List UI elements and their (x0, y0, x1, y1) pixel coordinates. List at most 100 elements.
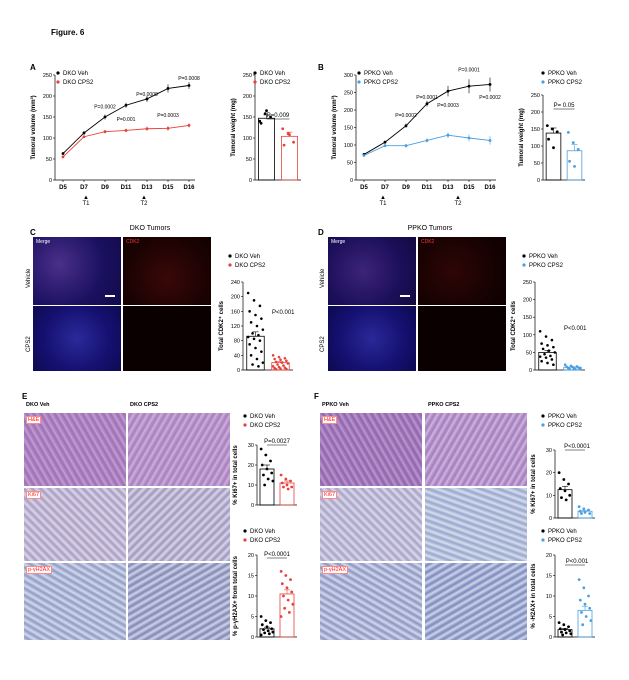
chart-c-cdk2-data-point (249, 321, 253, 324)
panel-e-veh-he-image: H&E (24, 413, 126, 486)
panel-f-col-veh: PPKO Veh (322, 402, 349, 408)
chart-a-weight-data-point (292, 140, 295, 144)
chart-b-volume-x-tick-label: D5 (360, 185, 368, 191)
panel-d-vehicle-cdk2-image: CDK2 (418, 237, 506, 305)
chart-c-cdk2-data-point (285, 367, 288, 371)
chart-c-cdk2-legend-label: DKO CPS2 (235, 263, 266, 269)
chart-c-cdk2-y-axis-label: Total CDK2⁺ cells (218, 300, 225, 351)
chart-a-volume-point (145, 127, 149, 131)
chart-f-h2ax-data-point (564, 631, 568, 635)
chart-b-weight-data-point (576, 148, 580, 151)
panel-e-col-veh: DKO Veh (26, 402, 50, 408)
chart-e-h2ax-data-point (266, 629, 270, 633)
chart-c-cdk2-y-tick-label: 240 (231, 280, 240, 286)
panel-f-veh-h2ax-image: p-γH2AX (320, 563, 422, 640)
chart-c-cdk2-data-point (251, 332, 254, 335)
chart-a-volume-x-tick-label: D15 (162, 185, 174, 191)
chart-f-ki67-data-point (560, 496, 563, 499)
chart-f-h2ax-y-tick-label: 15 (546, 574, 552, 580)
chart-c-cdk2-data-point (251, 363, 254, 366)
panel-letter-d: D (318, 228, 324, 237)
panel-e-cps2-ki67-image (128, 488, 230, 561)
chart-a-volume-x-tick-label: D13 (141, 185, 153, 191)
chart-b-weight-legend-marker (541, 71, 545, 75)
chart-c-cdk2-legend-marker (228, 263, 232, 267)
chart-a-weight-legend-marker (253, 71, 257, 75)
chart-c-cdk2-data-point (261, 361, 265, 364)
chart-e-ki67-data-point (289, 479, 292, 483)
chart-c-cdk2-data-point (271, 354, 275, 357)
chart-a-weight-legend-marker (253, 80, 257, 84)
chart-c-cdk2-data-point (274, 367, 278, 371)
chart-d-cdk2-data-point (552, 345, 555, 349)
chart-e-h2ax-y-tick-label: 0 (251, 635, 254, 641)
chart-e-h2ax-data-point (280, 582, 284, 586)
chart-b-weight-y-tick-label: 250 (531, 93, 540, 99)
chart-b-weight-data-point (573, 165, 576, 168)
chart-b-weight-data-point (552, 146, 555, 150)
chart-c-cdk2-data-point (246, 291, 250, 295)
chart-b-volume-series-line (363, 134, 491, 156)
chart-c-cdk2-data-point (274, 360, 278, 364)
chart-c-cdk2-data-point (249, 354, 253, 357)
chart-d-cdk2-data-point (553, 351, 557, 354)
panel-c-cps2-merge-image (33, 306, 121, 371)
panel-f-cps2-h2ax-image (425, 563, 527, 640)
chart-f-h2ax-data-point (558, 627, 562, 631)
chart-f-h2ax-y-tick-label: 0 (549, 635, 552, 641)
chart-e-h2ax-data-point (284, 574, 288, 577)
panel-e-veh-h2ax-image: p-γH2AX (24, 563, 126, 640)
chart-a-volume-point (187, 84, 191, 87)
chart-b-weight-y-tick-label: 50 (534, 161, 540, 167)
chart-c-cdk2-data-point (252, 337, 256, 341)
chart-e-h2ax-data-point (262, 628, 265, 632)
chart-e-h2ax-legend-marker (243, 538, 247, 542)
chart-b-volume-x-tick-label: D16 (484, 185, 496, 191)
chart-b-volume-y-tick-label: 50 (347, 161, 353, 167)
chart-b-weight-data-point (568, 159, 571, 163)
panel-d-vehicle-merge-image: Merge (328, 237, 416, 305)
chart-b-volume-pvalue-annotation: P=0.0002 (479, 95, 501, 101)
chart-c-cdk2-data-point (248, 310, 251, 313)
chart-e-h2ax-data-point (264, 619, 268, 622)
chart-e-ki67-data-point (265, 467, 269, 471)
chart-d-cdk2-legend-marker (522, 263, 526, 267)
chart-f-ki67-data-point (563, 489, 567, 493)
chart-a-weight-pvalue-label: P=0.009 (267, 113, 290, 119)
chart-f-ki67-y-tick-label: 0 (549, 516, 552, 522)
chart-c-cdk2-data-point (254, 313, 257, 317)
chart-e-h2ax-data-point (259, 633, 263, 637)
chart-a-volume-y-tick-label: 100 (43, 136, 52, 142)
panel-e-cps2-he-image (128, 413, 230, 486)
chart-a-weight-bar (258, 117, 275, 181)
chart-c-cdk2-data-point (258, 304, 262, 308)
chart-f-h2ax-data-point (562, 623, 566, 627)
chart-c-cdk2-data-point (280, 361, 284, 364)
panel-c-vehicle-cdk2-image: CDK2 (123, 237, 211, 305)
chart-a-weight-data-point (259, 121, 263, 125)
chart-e-h2ax-data-point (267, 632, 271, 636)
chart-f-h2ax-y-tick-label: 20 (546, 553, 552, 559)
chart-f-ki67-legend-marker (541, 414, 545, 418)
chart-f-ki67-data-point (587, 508, 590, 512)
chart-f-ki67-y-axis-label: % Ki67+ in total cells (531, 454, 537, 514)
chart-a-volume-point (166, 126, 170, 130)
chart-e-ki67-data-point (262, 473, 265, 477)
chart-f-h2ax-data-point (584, 615, 588, 618)
chart-c-cdk2-data-point (271, 365, 275, 368)
chart-b-volume-pvalue-annotation: P=0.0002 (395, 113, 417, 119)
chart-e-ki67-data-point (284, 477, 288, 481)
chart-c-cdk2-data-point (255, 324, 259, 328)
chart-f-ki67-data-point (557, 471, 561, 475)
chart-d-cdk2-y-axis-label: Total CDK2⁺ cells (510, 300, 517, 351)
chart-d-cdk2-data-point (549, 354, 552, 358)
t2-marker-a: ▲ T2 (140, 195, 148, 207)
chart-e-h2ax-y-tick-label: 20 (248, 553, 254, 559)
chart-b-volume-y-axis-label: Tumoral volume (mm³) (331, 95, 338, 159)
chart-a-volume-legend-label: DKO Veh (63, 71, 88, 77)
chart-f-h2ax-data-point (560, 630, 563, 634)
chart-b-weight-legend-marker (541, 80, 545, 84)
chart-a-weight-data-point (281, 127, 285, 131)
chart-f-ki67-y-tick-label: 10 (546, 493, 552, 499)
chart-d-cdk2-data-point (550, 338, 554, 342)
